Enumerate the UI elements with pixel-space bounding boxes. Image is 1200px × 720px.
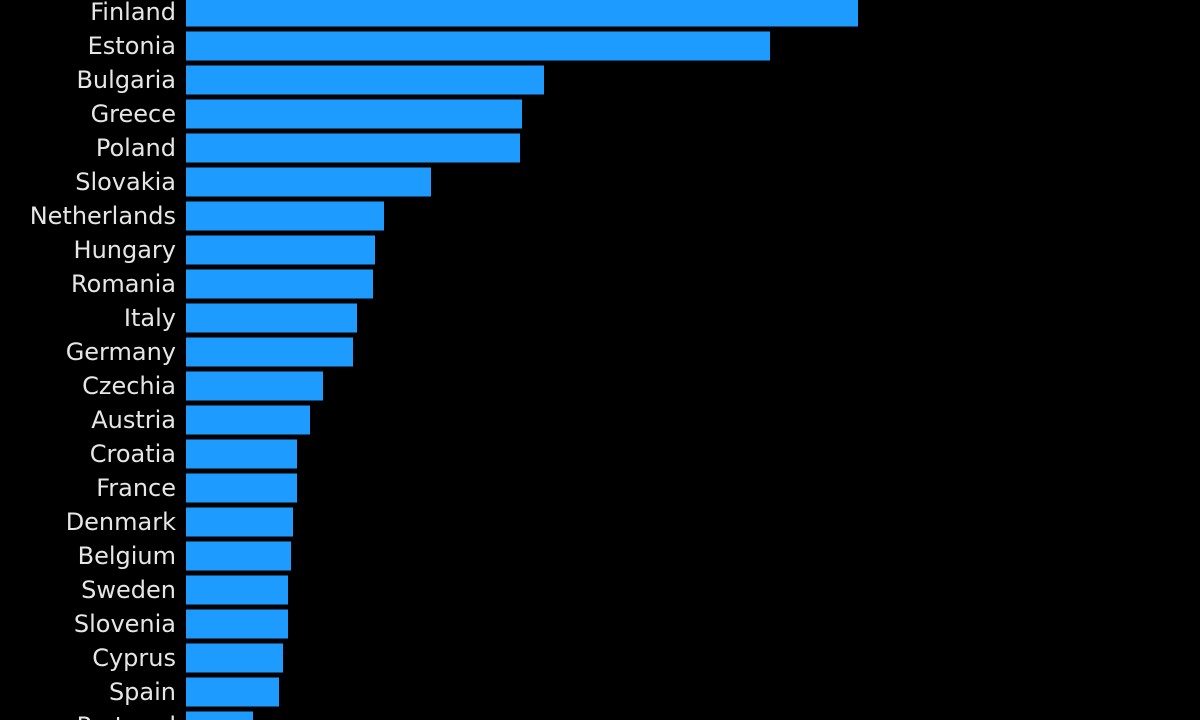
category-label-denmark: Denmark <box>66 508 176 536</box>
category-label-slovakia: Slovakia <box>75 168 176 196</box>
category-label-italy: Italy <box>124 304 176 332</box>
category-label-germany: Germany <box>66 338 176 366</box>
category-label-austria: Austria <box>91 406 176 434</box>
bar-italy <box>186 303 357 333</box>
bar-portugal <box>186 711 253 720</box>
category-label-croatia: Croatia <box>90 440 176 468</box>
category-label-czechia: Czechia <box>82 372 176 400</box>
category-label-portugal: Portugal <box>77 712 176 720</box>
category-label-france: France <box>96 474 176 502</box>
bar-estonia <box>186 31 770 61</box>
category-label-spain: Spain <box>109 678 176 706</box>
bar-denmark <box>186 507 293 537</box>
bar-slovenia <box>186 609 288 639</box>
bar-greece <box>186 99 522 129</box>
bar-germany <box>186 337 353 367</box>
category-label-bulgaria: Bulgaria <box>76 66 176 94</box>
category-label-estonia: Estonia <box>88 32 176 60</box>
bar-cyprus <box>186 643 283 673</box>
bar-austria <box>186 405 310 435</box>
category-label-finland: Finland <box>90 0 176 26</box>
category-label-poland: Poland <box>96 134 176 162</box>
category-label-hungary: Hungary <box>74 236 176 264</box>
bar-spain <box>186 677 279 707</box>
category-label-belgium: Belgium <box>78 542 176 570</box>
bar-czechia <box>186 371 323 401</box>
bar-netherlands <box>186 201 384 231</box>
category-label-cyprus: Cyprus <box>92 644 176 672</box>
category-label-romania: Romania <box>71 270 176 298</box>
category-labels-group: Finland Estonia Bulgaria Greece Poland Slovak… <box>30 0 176 720</box>
bar-slovakia <box>186 167 431 197</box>
bar-bulgaria <box>186 65 544 95</box>
category-label-netherlands: Netherlands <box>30 202 176 230</box>
bar-poland <box>186 133 520 163</box>
bar-sweden <box>186 575 288 605</box>
bar-finland <box>186 0 858 27</box>
category-label-sweden: Sweden <box>81 576 176 604</box>
bar-croatia <box>186 439 297 469</box>
bar-hungary <box>186 235 375 265</box>
bars-group <box>186 0 858 720</box>
bar-romania <box>186 269 373 299</box>
category-label-slovenia: Slovenia <box>74 610 176 638</box>
bar-france <box>186 473 297 503</box>
category-label-greece: Greece <box>91 100 176 128</box>
bar-belgium <box>186 541 291 571</box>
